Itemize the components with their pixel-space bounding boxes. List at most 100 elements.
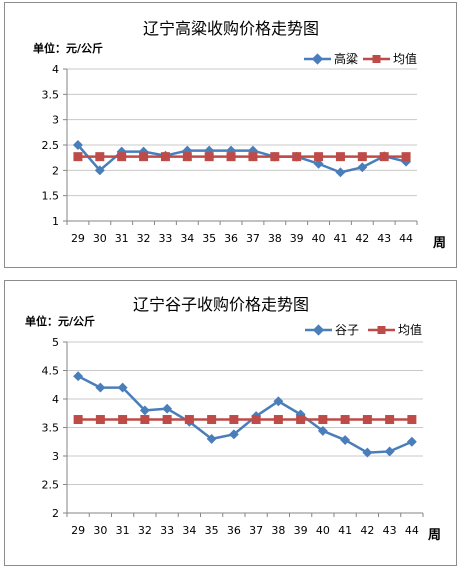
data-point-square	[273, 415, 283, 425]
data-point-diamond	[335, 167, 346, 178]
y-tick-label: 1	[52, 215, 59, 228]
y-tick-label: 2	[52, 507, 59, 520]
data-point-square	[357, 152, 367, 162]
data-point-square	[95, 152, 105, 162]
data-point-diamond	[95, 382, 106, 393]
y-tick-label: 3.5	[42, 422, 60, 435]
x-tick-label: 35	[202, 232, 216, 245]
legend-square-marker	[372, 55, 381, 63]
data-point-square	[270, 152, 280, 162]
data-point-square	[73, 415, 83, 425]
x-tick-label: 33	[160, 524, 174, 537]
chart-title: 辽宁谷子收购价格走势图	[133, 295, 309, 314]
x-tick-label: 43	[377, 232, 391, 245]
x-tick-label: 32	[137, 232, 151, 245]
data-point-diamond	[206, 433, 217, 444]
data-point-square	[160, 152, 170, 162]
x-tick-label: 40	[312, 232, 326, 245]
y-tick-label: 4	[52, 63, 59, 76]
data-point-square	[73, 152, 83, 162]
data-point-square	[117, 152, 127, 162]
chart-panel-sorghum: 辽宁高粱收购价格走势图 单位：元/公斤 高粱 均值 1 1.5 2 2.5 3 3.5 4 …	[4, 2, 457, 268]
x-tick-label: 33	[158, 232, 172, 245]
x-tick-labels: 29 30 31 32 33 34 35 36 37 38 39 40 41 42 43 44	[71, 232, 413, 245]
data-point-square	[182, 152, 192, 162]
data-point-square	[118, 415, 128, 425]
chart-title: 辽宁高粱收购价格走势图	[143, 19, 319, 38]
data-point-square	[318, 415, 328, 425]
y-tick-label: 3	[52, 450, 59, 463]
x-tick-label: 36	[227, 524, 241, 537]
x-tick-label: 41	[338, 524, 352, 537]
x-tick-label: 32	[138, 524, 152, 537]
x-tick-label: 34	[180, 232, 194, 245]
x-tick-label: 42	[360, 524, 374, 537]
data-point-diamond	[317, 425, 328, 436]
data-point-square	[385, 415, 395, 425]
x-tick-label: 34	[182, 524, 196, 537]
x-tick-label: 31	[116, 524, 130, 537]
data-point-square	[95, 415, 105, 425]
x-tick-label: 40	[316, 524, 330, 537]
x-tick-label: 37	[246, 232, 260, 245]
data-point-square	[184, 415, 194, 425]
data-point-square	[296, 415, 306, 425]
data-point-square	[207, 415, 217, 425]
data-point-square	[362, 415, 372, 425]
x-tick-label: 39	[294, 524, 308, 537]
data-point-square	[401, 152, 411, 162]
x-tick-label: 30	[93, 232, 107, 245]
axes	[63, 341, 424, 517]
x-tick-label: 39	[290, 232, 304, 245]
data-point-square	[335, 152, 345, 162]
data-point-square	[162, 415, 172, 425]
data-point-diamond	[162, 403, 173, 414]
data-point-diamond	[94, 165, 105, 176]
legend-label-series-2: 均值	[393, 51, 417, 66]
y-tick-label: 5	[52, 336, 59, 349]
x-tick-label: 29	[71, 232, 85, 245]
x-tick-label: 44	[399, 232, 413, 245]
series	[72, 140, 412, 178]
y-tick-labels: 1 1.5 2 2.5 3 3.5 4	[42, 63, 60, 228]
x-tick-label: 36	[224, 232, 238, 245]
axes	[63, 68, 418, 225]
data-point-square	[292, 152, 302, 162]
y-tick-labels: 2 2.5 3 3.5 4 4.5 5	[42, 336, 60, 520]
data-point-diamond	[362, 447, 373, 458]
data-point-diamond	[117, 382, 128, 393]
gridlines	[67, 341, 423, 514]
y-tick-label: 4.5	[42, 365, 60, 378]
data-point-diamond	[73, 371, 84, 382]
data-point-diamond	[72, 140, 83, 150]
data-point-square	[251, 415, 261, 425]
x-tick-label: 43	[383, 524, 397, 537]
legend: 高粱 均值	[304, 51, 417, 66]
x-axis-label: 周	[433, 236, 446, 251]
x-tick-label: 41	[333, 232, 347, 245]
x-tick-label: 31	[115, 232, 129, 245]
gridlines	[67, 68, 417, 222]
series	[73, 371, 417, 458]
x-tick-label: 35	[205, 524, 219, 537]
data-point-diamond	[357, 162, 368, 173]
x-tick-labels: 29 30 31 32 33 34 35 36 37 38 39 40 41 42 43 44	[71, 524, 419, 537]
x-tick-label: 29	[71, 524, 85, 537]
x-tick-label: 38	[268, 232, 282, 245]
x-tick-label: 42	[355, 232, 369, 245]
data-point-square	[379, 152, 389, 162]
x-axis-label: 周	[428, 528, 441, 543]
data-point-square	[139, 152, 149, 162]
data-point-diamond	[228, 429, 239, 440]
series-line-1	[77, 375, 413, 454]
chart-panel-millet: 辽宁谷子收购价格走势图 单位：元/公斤 谷子 均值 2 2.5 3 3.5 4 4.5 5 …	[4, 280, 457, 566]
y-tick-label: 3.5	[42, 88, 60, 101]
data-point-square	[140, 415, 150, 425]
series-line-1	[76, 144, 407, 174]
x-tick-label: 44	[405, 524, 419, 537]
data-point-square	[229, 415, 239, 425]
data-point-square	[204, 152, 214, 162]
data-point-square	[248, 152, 258, 162]
legend-label-series-2: 均值	[398, 322, 422, 337]
y-tick-label: 2	[52, 164, 59, 177]
